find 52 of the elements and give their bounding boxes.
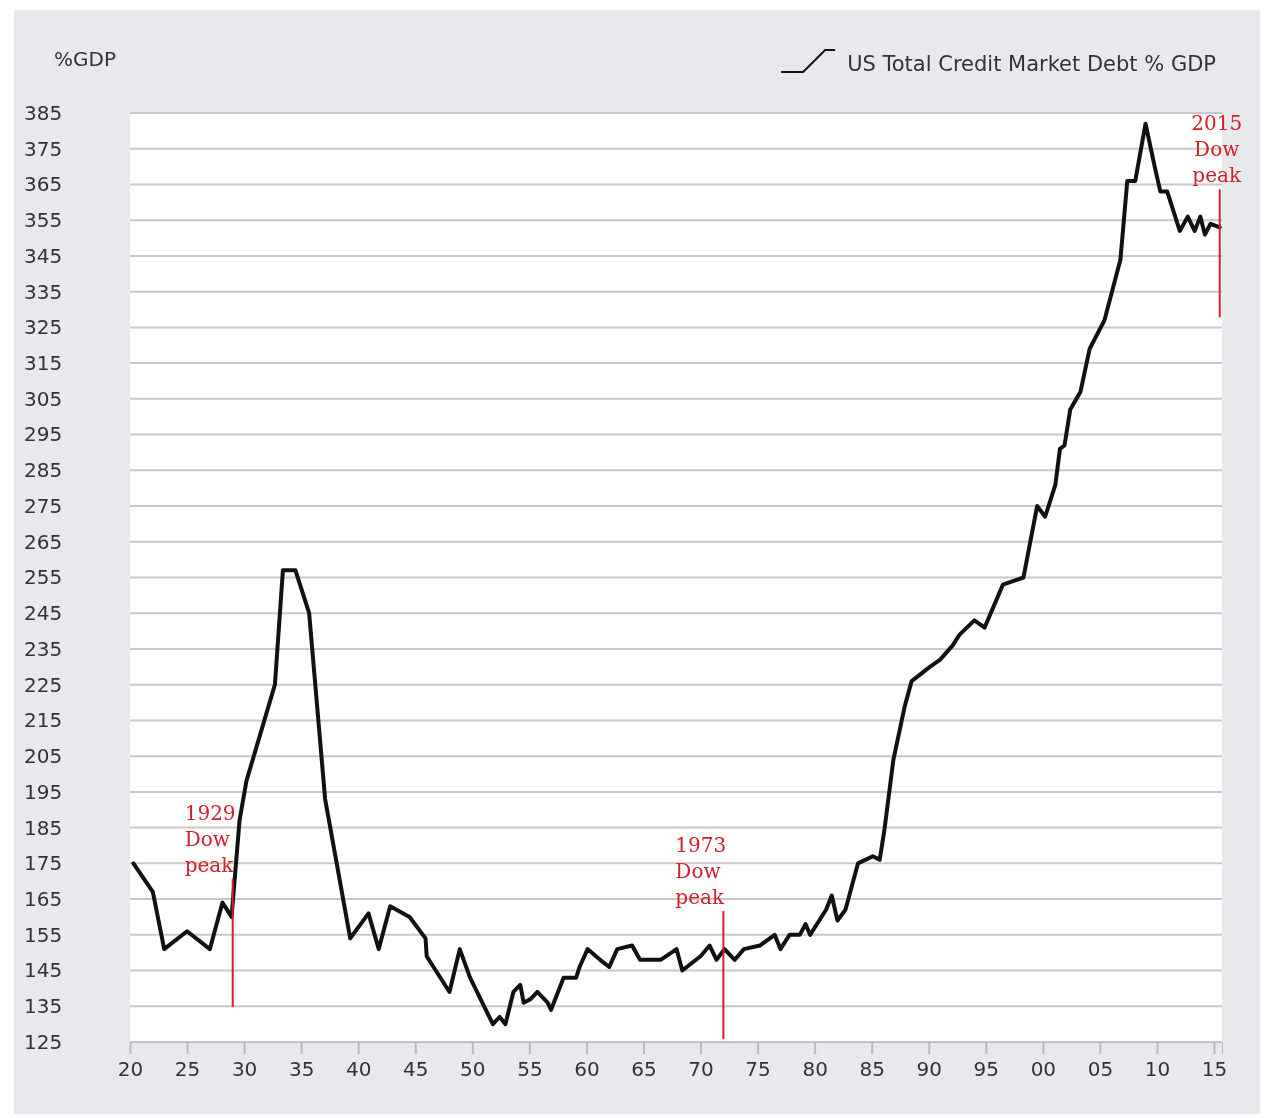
x-tick-label: 25	[174, 1057, 201, 1082]
y-tick-label: 155	[24, 922, 63, 947]
x-tick-label: 70	[688, 1057, 714, 1082]
x-tick-label: 35	[288, 1057, 315, 1082]
x-tick-label: 10	[1144, 1057, 1171, 1082]
x-tick-label: 80	[802, 1057, 828, 1082]
y-tick-label: 175	[24, 851, 63, 876]
x-tick-label: 40	[345, 1057, 372, 1082]
x-tick-label: 15	[1201, 1057, 1228, 1082]
legend-label: US Total Credit Market Debt % GDP	[847, 52, 1216, 76]
y-tick-label: 335	[24, 279, 63, 304]
x-tick-label: 00	[1030, 1057, 1057, 1082]
y-tick-label: 215	[24, 708, 63, 733]
y-tick-label: 205	[24, 744, 63, 769]
y-axis-title: %GDP	[54, 47, 116, 71]
x-tick-label: 05	[1087, 1057, 1114, 1082]
y-tick-label: 355	[24, 208, 63, 233]
y-tick-label: 145	[24, 958, 63, 983]
x-tick-label: 75	[745, 1057, 771, 1082]
x-tick-label: 20	[117, 1057, 144, 1082]
y-tick-label: 185	[24, 815, 63, 840]
x-tick-label: 30	[231, 1057, 258, 1082]
x-tick-label: 85	[859, 1057, 885, 1082]
y-tick-label: 275	[24, 493, 63, 518]
x-tick-label: 95	[973, 1057, 1000, 1082]
y-tick-label: 225	[24, 672, 63, 697]
y-tick-label: 125	[24, 1029, 63, 1054]
x-tick-label: 45	[403, 1057, 429, 1082]
y-tick-label: 195	[24, 779, 63, 804]
y-tick-label: 255	[24, 565, 63, 590]
ref-line-label: 1929 Dow peak	[184, 800, 236, 877]
y-tick-label: 245	[24, 601, 63, 626]
y-tick-label: 285	[24, 458, 63, 483]
x-tick-label: 50	[460, 1057, 486, 1082]
y-tick-label: 365	[24, 172, 63, 197]
y-tick-label: 235	[24, 636, 63, 661]
y-tick-label: 135	[24, 994, 63, 1019]
y-tick-label: 295	[24, 422, 63, 447]
y-tick-label: 265	[24, 529, 63, 554]
y-tick-label: 315	[24, 351, 63, 376]
x-tick-label: 60	[574, 1057, 600, 1082]
y-tick-label: 375	[24, 136, 63, 161]
y-tick-label: 345	[24, 243, 63, 268]
x-tick-label: 90	[916, 1057, 942, 1082]
x-tick-label: 55	[517, 1057, 543, 1082]
y-tick-label: 385	[24, 100, 63, 125]
ref-line-label: 2015 Dow peak	[1191, 111, 1243, 188]
y-tick-label: 305	[24, 386, 63, 411]
ref-line-label: 1973 Dow peak	[675, 833, 727, 910]
y-tick-label: 165	[24, 886, 63, 911]
x-tick-label: 65	[631, 1057, 657, 1082]
y-tick-label: 325	[24, 315, 63, 340]
